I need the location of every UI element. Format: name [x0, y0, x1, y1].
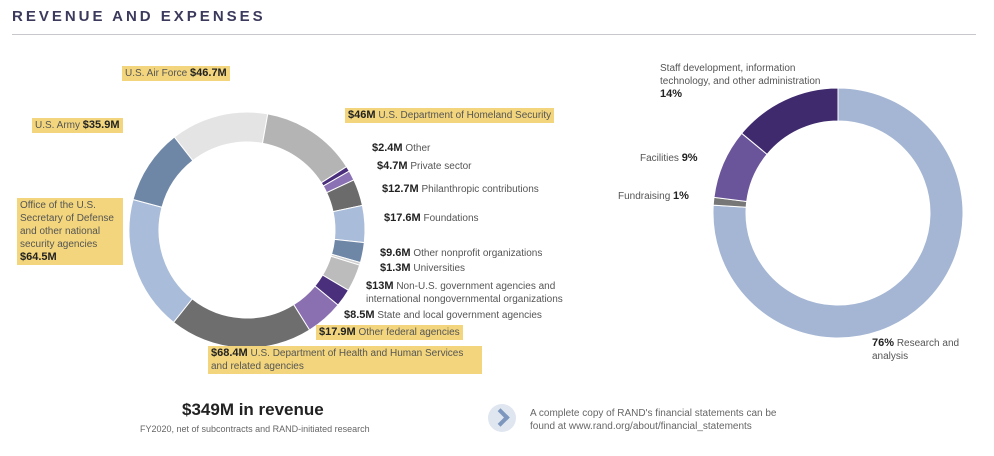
label-facilities: Facilities 9%: [640, 152, 698, 164]
label-state-local: $8.5M State and local government agencie…: [344, 309, 542, 321]
label-fundraising: Fundraising 1%: [618, 190, 689, 202]
note-line-1: A complete copy of RAND's financial stat…: [530, 408, 777, 419]
revenue-slice-1: [261, 113, 348, 184]
note-line-2: found at www.rand.org/about/financial_st…: [530, 421, 752, 432]
revenue-slice-11: [172, 298, 311, 349]
expense-slice-0: [712, 87, 964, 339]
label-philanthropic: $12.7M Philanthropic contributions: [382, 183, 539, 195]
revenue-total: $349M in revenue: [182, 400, 324, 419]
label-other-nonprofit: $9.6M Other nonprofit organizations: [380, 247, 543, 259]
label-air-force: U.S. Air Force $46.7M: [122, 66, 230, 81]
financial-statements-note: A complete copy of RAND's financial stat…: [530, 407, 776, 433]
revenue-subtitle: FY2020, net of subcontracts and RAND-ini…: [140, 424, 370, 434]
label-hhs: $68.4M U.S. Department of Health and Hum…: [208, 346, 482, 374]
label-research: 76% Research and analysis: [872, 337, 960, 362]
divider: [12, 34, 976, 35]
revenue-slice-0: [173, 111, 269, 162]
page-title: REVENUE AND EXPENSES: [12, 8, 266, 25]
label-osd: Office of the U.S. Secretary of Defense …: [17, 198, 123, 265]
label-private-sector: $4.7M Private sector: [377, 160, 472, 172]
chevron-right-icon: [488, 404, 516, 432]
label-universities: $1.3M Universities: [380, 262, 466, 274]
expense-slice-3: [740, 87, 839, 156]
label-staff-development: Staff development, information technolog…: [660, 63, 821, 100]
revenue-slice-5: [332, 204, 366, 244]
revenue-slice-12: [128, 198, 193, 324]
label-other-federal: $17.9M Other federal agencies: [316, 325, 463, 340]
label-dhs: $46M U.S. Department of Homeland Securit…: [345, 108, 555, 123]
revenue-slice-13: [132, 136, 194, 208]
label-other: $2.4M Other: [372, 142, 431, 154]
label-army: U.S. Army $35.9M: [32, 118, 123, 133]
label-foundations: $17.6M Foundations: [384, 212, 479, 224]
label-non-us: $13M Non-U.S. government agencies and in…: [366, 280, 563, 305]
